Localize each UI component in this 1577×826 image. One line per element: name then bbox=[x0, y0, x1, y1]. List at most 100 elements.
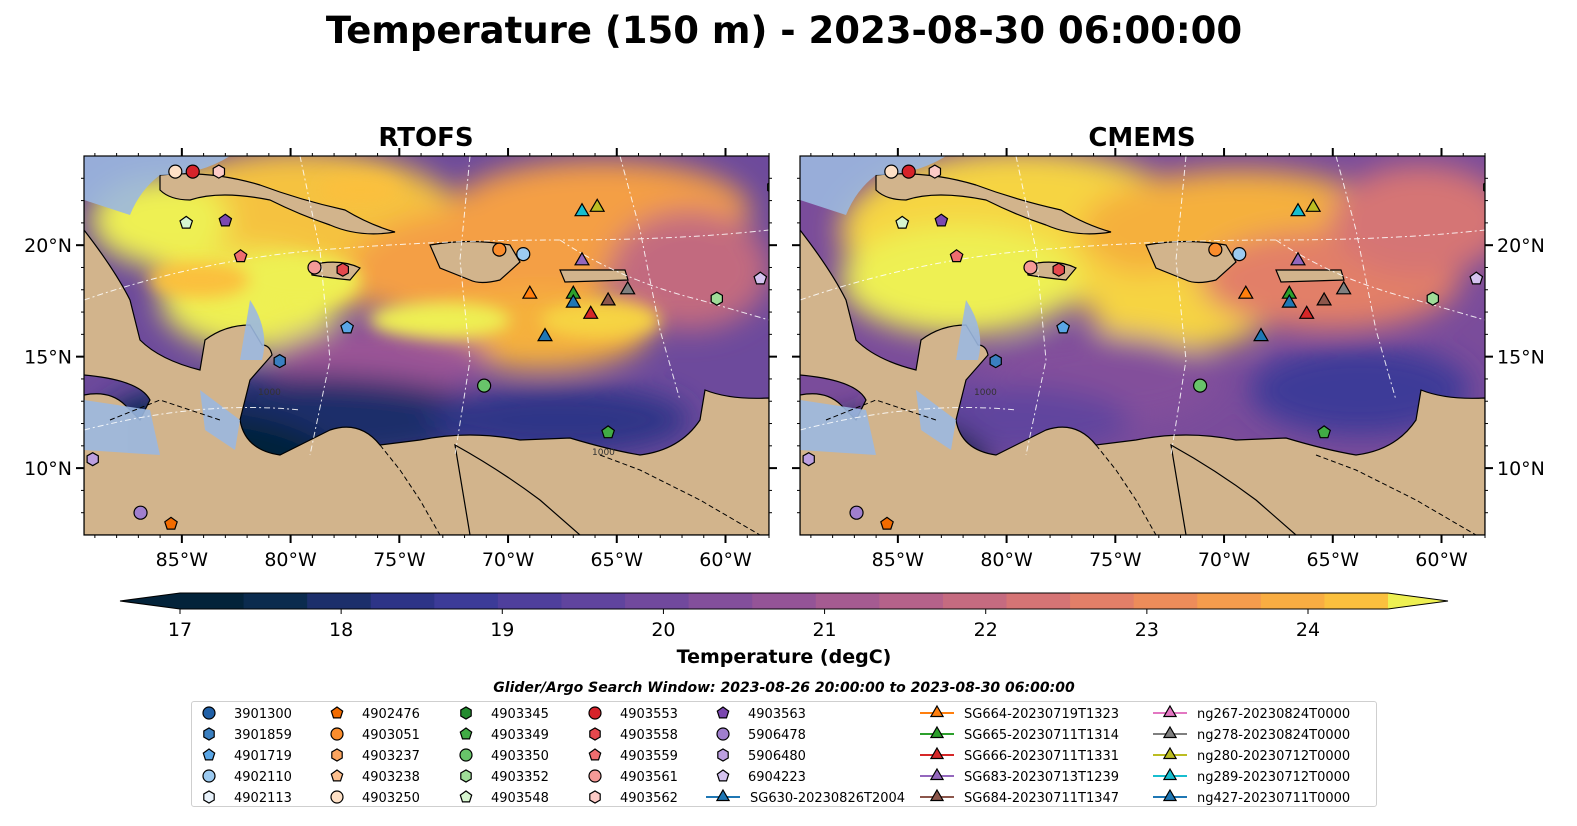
legend-marker bbox=[929, 767, 945, 781]
marker-4903548 bbox=[179, 215, 194, 229]
legend-item-SG665-20230711T1314: SG665-20230711T1314 bbox=[920, 725, 1119, 743]
legend-label: SG664-20230719T1323 bbox=[964, 707, 1119, 722]
legend-item-SG683-20230713T1239: SG683-20230713T1239 bbox=[920, 767, 1119, 785]
x-tick-label: 70°W bbox=[1198, 549, 1251, 571]
legend-item-ng427-20230711T0000: ng427-20230711T0000 bbox=[1153, 788, 1350, 806]
legend-marker bbox=[929, 704, 945, 718]
legend-item-ng289-20230712T0000: ng289-20230712T0000 bbox=[1153, 767, 1350, 785]
marker-6904223 bbox=[1469, 271, 1484, 285]
colorbar-tick-label: 19 bbox=[490, 619, 514, 641]
marker-SG684-20230711T1347 bbox=[600, 291, 617, 306]
colorbar-segment bbox=[434, 593, 499, 609]
marker-4903562 bbox=[928, 164, 942, 179]
x-tick-label: 85°W bbox=[156, 549, 209, 571]
legend-marker bbox=[716, 769, 730, 782]
colorbar-tick-label: 22 bbox=[974, 619, 998, 641]
legend-item-SG684-20230711T1347: SG684-20230711T1347 bbox=[920, 788, 1119, 806]
legend-item-4902476: 4902476 bbox=[330, 706, 420, 722]
legend-item-4903051: 4903051 bbox=[330, 727, 420, 743]
marker-4903051 bbox=[1208, 242, 1223, 257]
x-tick-label: 65°W bbox=[591, 549, 644, 571]
legend-item-4903352: 4903352 bbox=[460, 769, 549, 785]
colorbar-segment bbox=[561, 593, 626, 609]
legend-marker bbox=[331, 748, 343, 762]
marker-4903562 bbox=[212, 164, 226, 179]
colorbar-segment bbox=[942, 593, 1008, 609]
search-window-label: Glider/Argo Search Window: 2023-08-26 20… bbox=[493, 680, 1075, 696]
legend-label: SG665-20230711T1314 bbox=[964, 728, 1119, 743]
marker-4902476 bbox=[880, 516, 894, 530]
legend-item-4903563: 4903563 bbox=[716, 706, 806, 722]
marker-4903350 bbox=[477, 378, 492, 393]
legend-label: 4903352 bbox=[491, 770, 549, 785]
legend-label: ng289-20230712T0000 bbox=[1197, 770, 1350, 785]
marker-ng289-20230712T0000 bbox=[574, 202, 590, 217]
legend-label: 6904223 bbox=[748, 770, 806, 785]
axes-cmems: 85°W 80°W 75°W 70°W 65°W 60°W 20°N 15°N 10°N bbox=[792, 148, 1545, 571]
legend-label: ng427-20230711T0000 bbox=[1197, 791, 1350, 806]
marker-4903350 bbox=[1193, 378, 1208, 393]
markers-rtofs bbox=[86, 164, 769, 530]
legend-label: 4903553 bbox=[620, 707, 678, 722]
legend-marker bbox=[589, 727, 601, 741]
marker-4902110 bbox=[516, 246, 531, 262]
colorbar-extend-low bbox=[120, 593, 180, 609]
legend-label: 4903237 bbox=[362, 749, 420, 764]
legend-label: 4903559 bbox=[620, 749, 678, 764]
colorbar-tick-label: 17 bbox=[168, 619, 192, 641]
y-tick-label: 20°N bbox=[1497, 235, 1545, 257]
markers-cmems bbox=[802, 164, 1485, 530]
legend-label: 4902476 bbox=[362, 707, 420, 722]
colorbar-extend-high bbox=[1388, 593, 1448, 609]
colorbar-segment bbox=[815, 593, 880, 609]
legend-label: 4903345 bbox=[491, 707, 549, 722]
map-rtofs: 1000 1000 bbox=[84, 156, 769, 535]
y-tick-label: 15°N bbox=[1497, 347, 1545, 369]
legend-marker bbox=[929, 788, 945, 802]
legend-item-4902113: 4902113 bbox=[203, 790, 292, 806]
x-tick-label: 85°W bbox=[872, 549, 925, 571]
colorbar-segment bbox=[688, 593, 753, 609]
marker-SG683-20230713T1239 bbox=[1290, 251, 1306, 266]
marker-SG666-20230711T1331 bbox=[1298, 305, 1315, 319]
legend-label: SG630-20230826T2004 bbox=[750, 791, 905, 806]
marker-ng278-20230824T0000 bbox=[619, 280, 636, 295]
legend-item-4902110: 4902110 bbox=[202, 769, 292, 785]
y-tick-label: 20°N bbox=[24, 235, 72, 257]
legend-label: 5906478 bbox=[748, 728, 806, 743]
marker-4903563 bbox=[218, 213, 233, 227]
contour-label-rtofs-1: 1000 bbox=[258, 388, 281, 398]
colorbar: 17 18 19 20 21 22 23 24 bbox=[119, 592, 1449, 641]
marker-4901719 bbox=[1056, 320, 1071, 334]
colorbar-segment bbox=[752, 593, 817, 609]
panel-rtofs: RTOFS bbox=[24, 123, 777, 571]
colorbar-segment bbox=[1070, 593, 1135, 609]
legend-item-4903250: 4903250 bbox=[330, 790, 420, 806]
marker-4903548 bbox=[895, 215, 910, 229]
marker-3901859 bbox=[989, 353, 1002, 369]
colorbar-segment bbox=[879, 593, 944, 609]
colorbar-segment bbox=[307, 593, 372, 609]
marker-3901859 bbox=[273, 353, 286, 369]
legend-label: 4903563 bbox=[748, 707, 806, 722]
marker-4903349 bbox=[601, 425, 616, 439]
legend-entries: 3901300 3901859 4901719 4902110 4902113 49024… bbox=[202, 704, 1350, 806]
marker-4903250 bbox=[884, 164, 899, 179]
legend-label: SG684-20230711T1347 bbox=[964, 791, 1119, 806]
marker-ng280-20230712T0000 bbox=[589, 198, 606, 212]
legend-marker bbox=[203, 790, 215, 804]
contour-label-rtofs-2: 1000 bbox=[592, 448, 615, 458]
legend-marker bbox=[1162, 704, 1178, 718]
legend-label: 4903558 bbox=[620, 728, 678, 743]
legend-item-4903548: 4903548 bbox=[459, 790, 549, 806]
colorbar-segment bbox=[1260, 593, 1326, 609]
marker-4903563 bbox=[934, 213, 949, 227]
legend-item-5906478: 5906478 bbox=[716, 727, 806, 743]
legend-item-3901859: 3901859 bbox=[203, 727, 292, 743]
legend-label: 4903548 bbox=[491, 791, 549, 806]
marker-SG684-20230711T1347 bbox=[1316, 291, 1333, 306]
map-cmems: 1000 bbox=[800, 156, 1485, 535]
colorbar-tick-label: 18 bbox=[329, 619, 353, 641]
legend-label: 4903349 bbox=[491, 728, 549, 743]
legend-marker bbox=[330, 727, 344, 741]
